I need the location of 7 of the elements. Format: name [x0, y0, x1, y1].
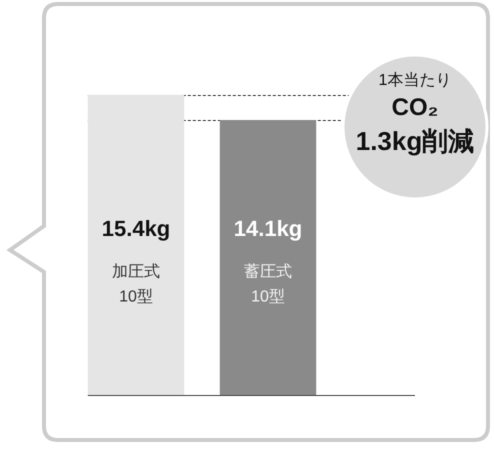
data-label: 14.1kg: [234, 216, 302, 242]
annotation: 1.3kg削減: [354, 124, 476, 158]
x-tick-label: 蓄圧式 10型: [244, 262, 292, 306]
x-tick-label: 加圧式 10型: [112, 262, 160, 306]
text: CO₂: [390, 92, 440, 123]
text: 1本当たり: [378, 70, 452, 91]
data-label: 15.4kg: [102, 216, 170, 242]
